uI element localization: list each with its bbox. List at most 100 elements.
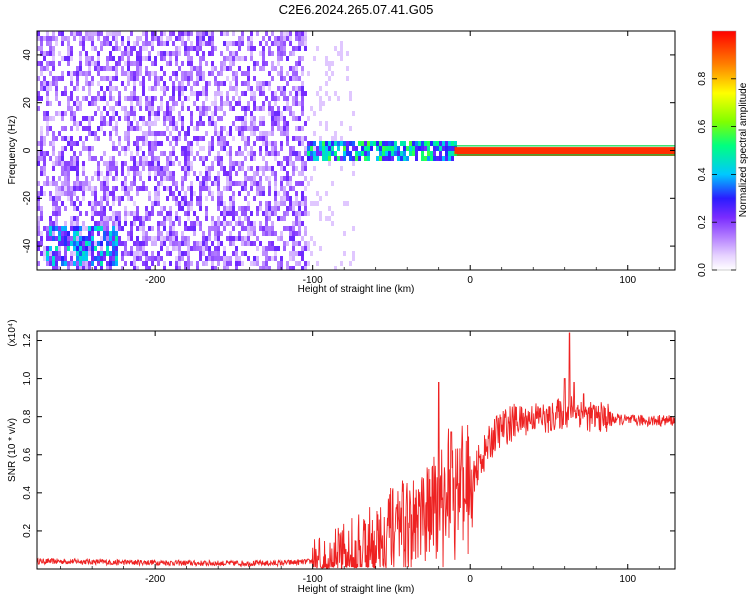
heatmap-cell (172, 91, 175, 96)
heatmap-cell (37, 76, 40, 81)
bottom-y-axis-label: SNR (10 * v/v) (7, 418, 18, 482)
heatmap-cell (97, 91, 100, 96)
heatmap-cell (292, 266, 295, 270)
heatmap-cell (280, 71, 283, 76)
heatmap-cell (379, 151, 382, 156)
heatmap-cell (61, 181, 64, 186)
heatmap-cell (193, 226, 196, 231)
heatmap-cell (301, 246, 304, 251)
heatmap-cell (43, 151, 46, 156)
heatmap-cell (250, 51, 253, 56)
heatmap-cell (97, 96, 100, 101)
heatmap-cell (193, 191, 196, 196)
heatmap-cell (199, 31, 202, 36)
heatmap-cell (211, 51, 214, 56)
heatmap-cell (139, 226, 142, 231)
heatmap-cell (166, 231, 169, 236)
heatmap-cell (160, 106, 163, 111)
heatmap-cell (139, 126, 142, 131)
heatmap-cell (100, 236, 103, 241)
heatmap-cell (286, 266, 289, 270)
heatmap-cell (61, 236, 64, 241)
heatmap-cell (169, 96, 172, 101)
heatmap-cell (130, 61, 133, 66)
heatmap-cell (304, 146, 307, 151)
heatmap-cell (304, 226, 307, 231)
heatmap-cell (205, 176, 208, 181)
heatmap-cell (286, 106, 289, 111)
heatmap-cell (106, 196, 109, 201)
heatmap-cell (70, 241, 73, 246)
heatmap-cell (259, 116, 262, 121)
heatmap-cell (154, 36, 157, 41)
heatmap-cell (157, 141, 160, 146)
heatmap-cell (214, 181, 217, 186)
heatmap-cell (148, 256, 151, 261)
heatmap-cell (124, 46, 127, 51)
heatmap-cell (268, 111, 271, 116)
heatmap-cell (280, 186, 283, 191)
heatmap-cell (73, 181, 76, 186)
heatmap-cell (139, 176, 142, 181)
heatmap-cell (70, 71, 73, 76)
heatmap-cell (187, 246, 190, 251)
carrier-line (454, 147, 675, 154)
heatmap-cell (76, 186, 79, 191)
heatmap-cell (178, 256, 181, 261)
heatmap-cell (166, 236, 169, 241)
heatmap-cell (298, 251, 301, 256)
heatmap-cell (157, 196, 160, 201)
heatmap-cell (130, 106, 133, 111)
heatmap-cell (259, 86, 262, 91)
top-y-axis-label: Frequency (Hz) (7, 116, 18, 185)
heatmap-cell (151, 31, 154, 36)
heatmap-cell (154, 116, 157, 121)
heatmap-cell (256, 86, 259, 91)
heatmap-cell (418, 146, 421, 151)
heatmap-cell (217, 206, 220, 211)
heatmap-cell (76, 66, 79, 71)
heatmap-cell (85, 266, 88, 270)
heatmap-cell (160, 36, 163, 41)
heatmap-cell (133, 96, 136, 101)
heatmap-cell (133, 211, 136, 216)
heatmap-cell (115, 176, 118, 181)
heatmap-cell (232, 96, 235, 101)
heatmap-cell (196, 241, 199, 246)
heatmap-cell (184, 96, 187, 101)
heatmap-cell (202, 106, 205, 111)
heatmap-cell (139, 251, 142, 256)
heatmap-cell (364, 141, 367, 146)
heatmap-cell (211, 41, 214, 46)
heatmap-cell (322, 156, 325, 161)
heatmap-cell (319, 141, 322, 146)
heatmap-cell (280, 161, 283, 166)
heatmap-cell (112, 146, 115, 151)
heatmap-cell (181, 36, 184, 41)
heatmap-cell (325, 81, 328, 86)
heatmap-cell (199, 256, 202, 261)
heatmap-cell (157, 131, 160, 136)
heatmap-cell (82, 256, 85, 261)
heatmap-cell (334, 136, 337, 141)
heatmap-cell (274, 256, 277, 261)
heatmap-cell (82, 141, 85, 146)
heatmap-cell (85, 181, 88, 186)
heatmap-cell (88, 56, 91, 61)
heatmap-cell (295, 116, 298, 121)
heatmap-cell (217, 86, 220, 91)
heatmap-cell (196, 261, 199, 266)
heatmap-cell (88, 236, 91, 241)
heatmap-cell (304, 231, 307, 236)
heatmap-cell (166, 166, 169, 171)
heatmap-cell (79, 241, 82, 246)
heatmap-cell (286, 171, 289, 176)
heatmap-cell (151, 101, 154, 106)
heatmap-cell (70, 146, 73, 151)
heatmap-cell (304, 136, 307, 141)
heatmap-cell (298, 156, 301, 161)
heatmap-cell (61, 166, 64, 171)
heatmap-cell (103, 91, 106, 96)
heatmap-cell (268, 216, 271, 221)
heatmap-cell (94, 266, 97, 270)
